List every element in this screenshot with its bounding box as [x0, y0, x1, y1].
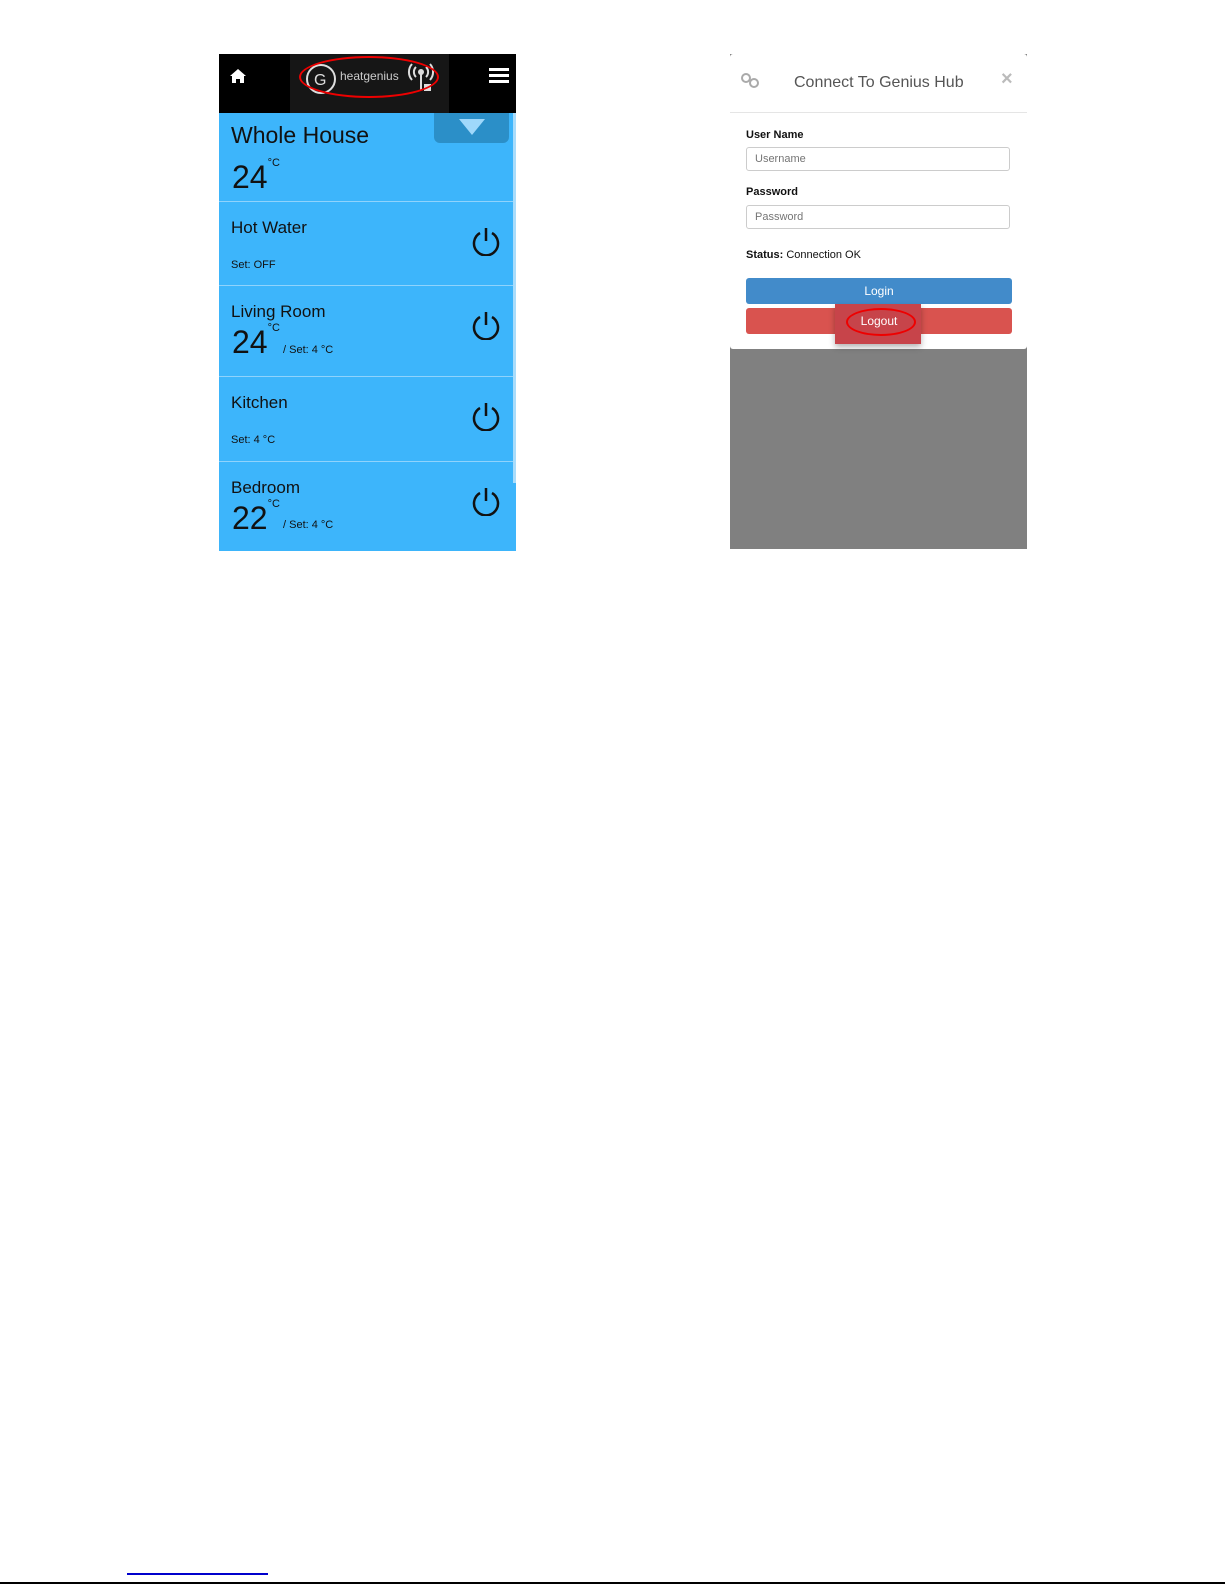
menu-icon[interactable]: [489, 68, 509, 84]
zone-hot-water[interactable]: Hot Water Set: OFF: [219, 201, 513, 286]
close-icon[interactable]: ×: [1001, 68, 1013, 90]
status-text: Status: Connection OK: [746, 249, 861, 261]
power-icon[interactable]: [471, 401, 501, 431]
power-icon[interactable]: [471, 310, 501, 340]
zone-temp: 24°C: [232, 157, 280, 195]
scrollbar[interactable]: [513, 113, 516, 483]
dropdown-button[interactable]: [434, 113, 509, 143]
zone-temp: 24°C: [232, 322, 280, 360]
divider: [730, 112, 1027, 113]
app-header: G heatgenius: [219, 54, 516, 113]
chevron-down-icon: [459, 119, 485, 135]
login-dialog: Connect To Genius Hub × User Name Passwo…: [730, 54, 1027, 349]
zone-whole-house[interactable]: Whole House 24°C: [231, 122, 370, 195]
login-button[interactable]: Login: [746, 278, 1012, 304]
home-icon[interactable]: [229, 68, 247, 84]
gears-icon: [741, 73, 759, 88]
zone-kitchen[interactable]: Kitchen Set: 4 °C: [219, 376, 513, 462]
power-icon[interactable]: [471, 486, 501, 516]
username-input[interactable]: [746, 147, 1010, 171]
link-underline[interactable]: [127, 1573, 268, 1575]
logo-area: G heatgenius: [290, 54, 449, 113]
dialog-title: Connect To Genius Hub: [794, 74, 964, 91]
power-icon[interactable]: [471, 226, 501, 256]
highlight-oval: [299, 56, 439, 98]
zone-temp: 22°C: [232, 498, 280, 536]
password-input[interactable]: [746, 205, 1010, 229]
highlight-oval: [846, 308, 916, 336]
logout-button[interactable]: Logout: [746, 304, 1012, 344]
login-screenshot: Connect To Genius Hub × User Name Passwo…: [730, 54, 1027, 549]
footer-rule: [0, 1582, 1225, 1584]
zone-living-room[interactable]: Living Room 24°C / Set: 4 °C: [219, 285, 513, 377]
zone-bedroom[interactable]: Bedroom 22°C / Set: 4 °C: [219, 461, 513, 551]
app-screenshot: G heatgenius Whole House 24°C Hot Water …: [219, 54, 516, 551]
